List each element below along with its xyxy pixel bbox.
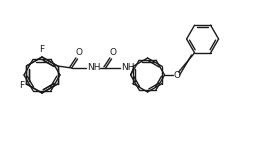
Text: O: O [109, 48, 116, 57]
Text: NH: NH [122, 63, 135, 73]
Text: F: F [19, 80, 24, 90]
Text: NH: NH [88, 63, 101, 73]
Text: F: F [39, 45, 45, 55]
Text: O: O [75, 48, 82, 57]
Text: O: O [174, 70, 181, 80]
